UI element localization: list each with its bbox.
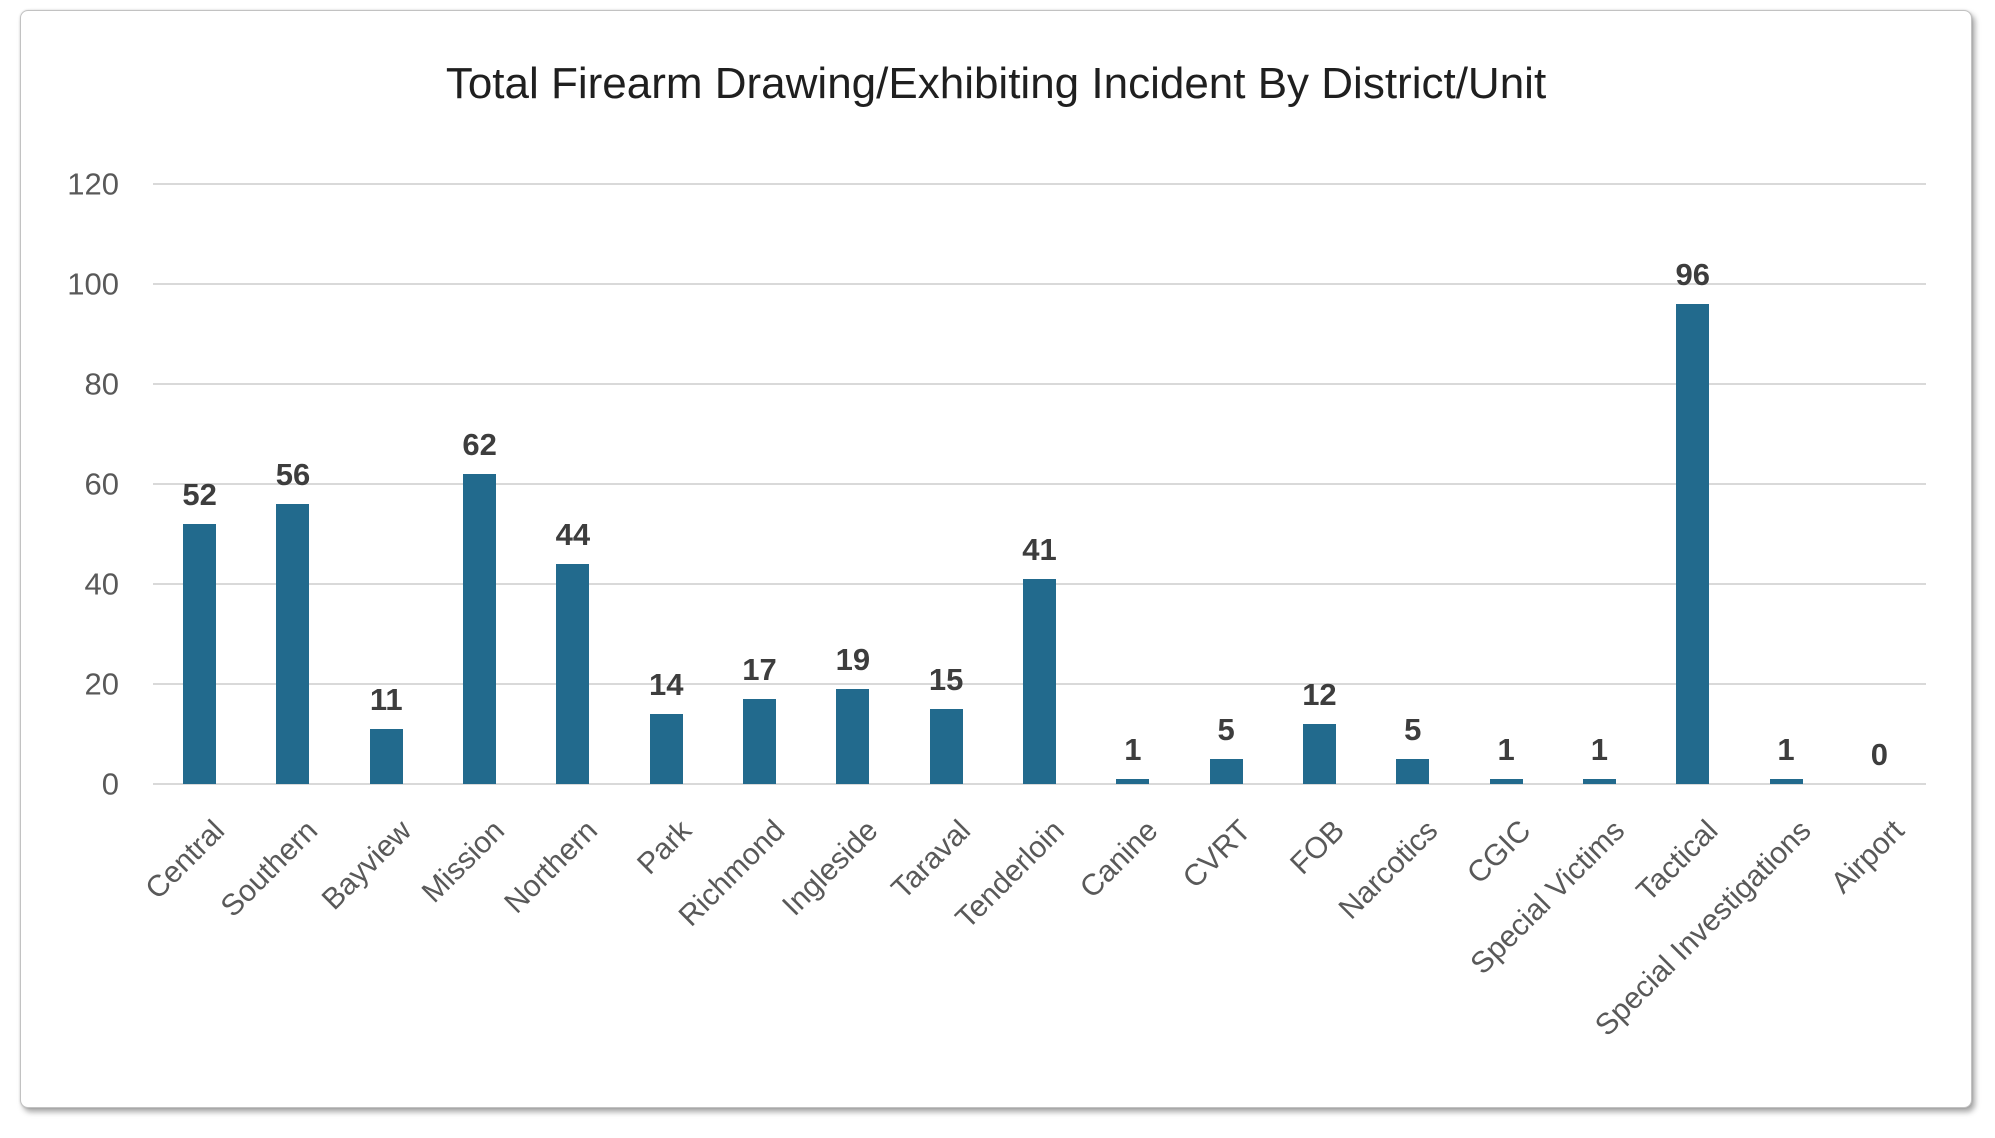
bar-value-label: 96 xyxy=(1675,257,1710,292)
bar-richmond xyxy=(743,699,777,784)
y-axis-tick-label: 0 xyxy=(101,766,119,802)
y-axis-tick-label: 40 xyxy=(84,566,119,602)
x-axis-category-label: Mission xyxy=(415,814,511,910)
y-axis-tick-label: 60 xyxy=(84,466,119,502)
bar-value-label: 12 xyxy=(1302,677,1337,712)
bar-value-label: 11 xyxy=(369,682,403,717)
bar-value-label: 41 xyxy=(1022,532,1057,567)
bar-value-label: 14 xyxy=(648,667,684,702)
bar-value-label: 17 xyxy=(742,652,777,687)
bar-narcotics xyxy=(1396,759,1430,784)
bar-value-label: 56 xyxy=(275,457,311,492)
bar-value-label: 44 xyxy=(555,517,591,552)
bar-special-victims xyxy=(1582,779,1616,784)
gridline-y-120 xyxy=(153,183,1926,185)
bar-value-label: 1 xyxy=(1590,732,1609,767)
x-axis-category-label: CGIC xyxy=(1461,814,1538,891)
bar-southern xyxy=(276,504,310,784)
gridline-y-60 xyxy=(153,483,1926,485)
gridline-y-100 xyxy=(153,283,1926,285)
bar-value-label: 62 xyxy=(462,427,497,462)
x-axis-category-label: Northern xyxy=(498,814,605,920)
x-axis-category-label: Southern xyxy=(214,814,325,924)
x-axis-category-label: Park xyxy=(630,814,698,881)
bar-value-label: 19 xyxy=(835,642,871,677)
bar-value-label: 52 xyxy=(182,477,217,512)
bar-northern xyxy=(556,564,590,784)
bar-value-label: 1 xyxy=(1777,732,1795,767)
bar-tenderloin xyxy=(1023,579,1056,784)
bar-taraval xyxy=(929,709,963,784)
x-axis-label-row: Central Southern Bayview Mission Northern Par… xyxy=(139,784,1926,1134)
bar-value-label: 1 xyxy=(1497,732,1515,767)
bar-mission xyxy=(463,474,497,784)
bar-fob xyxy=(1302,724,1336,784)
bar-value-label: 5 xyxy=(1217,712,1235,747)
bar-special-investigations xyxy=(1769,779,1803,784)
bar-value-label: 5 xyxy=(1404,712,1422,747)
bar-tactical xyxy=(1676,304,1710,784)
y-axis-tick-label: 100 xyxy=(67,266,119,302)
bar-bayview xyxy=(369,729,403,784)
x-axis-category-label: CVRT xyxy=(1176,814,1258,895)
bar-cvrt xyxy=(1209,759,1243,784)
bar-cgic xyxy=(1489,779,1523,784)
bar-park xyxy=(649,714,683,784)
bar-value-label: 0 xyxy=(1870,737,1888,772)
x-axis-category-label: Tactical xyxy=(1629,814,1725,909)
x-axis-category-label: Canine xyxy=(1073,814,1165,905)
chart-plot-area: 0 20 40 60 80 100 120 52 56 11 62 44 14 17 19 15 41 1 5 12… xyxy=(67,169,1926,1043)
x-axis-category-label: Ingleside xyxy=(775,814,885,923)
chart-card: Total Firearm Drawing/Exhibiting Inciden… xyxy=(20,10,1972,1108)
bar-value-label: 15 xyxy=(928,662,964,697)
bar-central xyxy=(183,524,217,784)
bar-canine xyxy=(1116,779,1150,784)
y-axis-tick-label: 80 xyxy=(84,366,119,402)
y-axis-tick-label: 20 xyxy=(84,666,119,702)
bar-ingleside xyxy=(836,689,870,784)
x-axis-category-label: FOB xyxy=(1283,814,1351,881)
y-axis-tick-label: 120 xyxy=(67,166,119,202)
x-axis-category-label: Taraval xyxy=(885,814,978,906)
bar-value-label: 1 xyxy=(1124,732,1142,767)
x-axis-category-label: Airport xyxy=(1824,814,1911,900)
x-axis-category-label: Bayview xyxy=(315,814,418,917)
gridline-y-0 xyxy=(153,783,1926,785)
x-axis-category-label: Central xyxy=(139,814,232,906)
chart-title: Total Firearm Drawing/Exhibiting Inciden… xyxy=(445,59,1547,108)
x-axis-category-label: Narcotics xyxy=(1332,814,1445,926)
gridline-y-80 xyxy=(153,383,1926,385)
